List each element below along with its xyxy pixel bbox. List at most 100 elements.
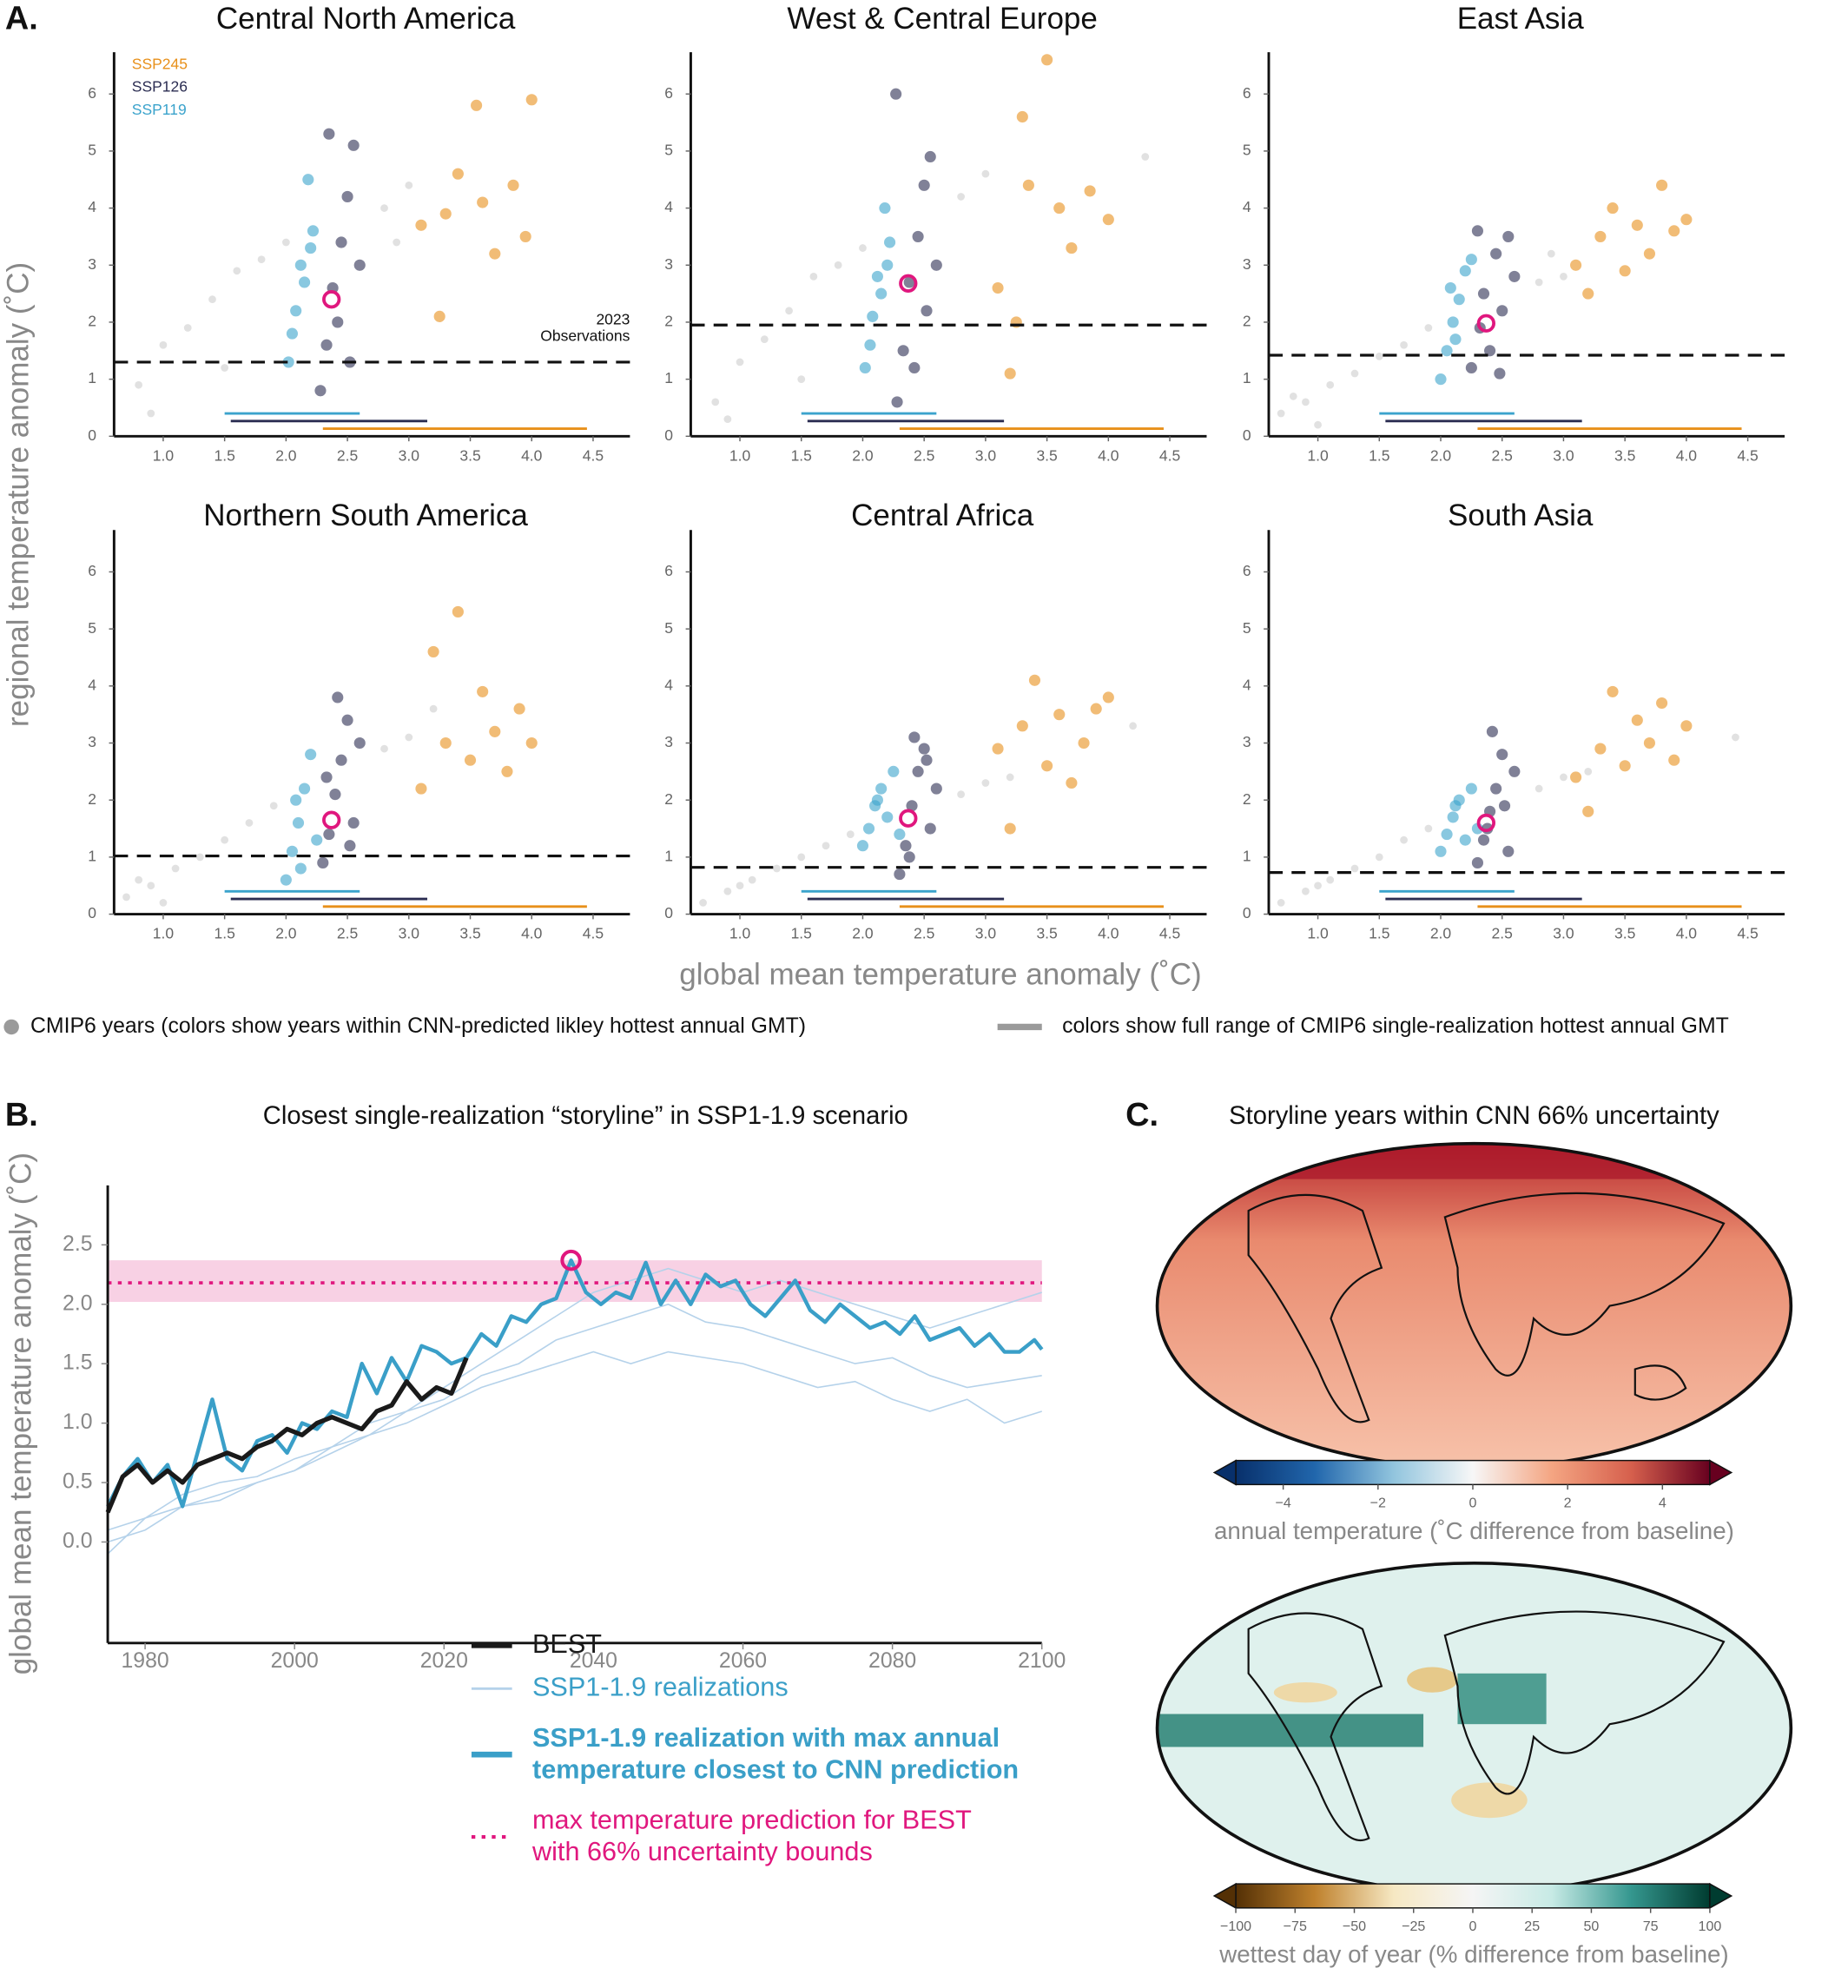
y-tick-label: 6 xyxy=(88,562,96,579)
point xyxy=(471,99,483,111)
colorbar-tick-label: 50 xyxy=(1584,1919,1600,1934)
background-point xyxy=(981,779,990,787)
y-tick-label: 1.5 xyxy=(63,1351,92,1375)
point xyxy=(1607,202,1619,215)
x-tick-label: 2040 xyxy=(570,1649,617,1673)
annotation: Observations xyxy=(540,327,630,344)
point xyxy=(1643,736,1656,750)
point xyxy=(525,736,538,750)
highlight-point xyxy=(899,809,918,828)
point xyxy=(1435,845,1447,857)
x-tick-label: 4.0 xyxy=(521,446,543,464)
series-line xyxy=(105,1357,469,1514)
x-tick-label: 1.0 xyxy=(153,925,175,942)
point xyxy=(452,605,464,618)
chart-title: Closest single-realization “storyline” i… xyxy=(263,1102,908,1130)
point xyxy=(1441,345,1453,357)
background-point xyxy=(380,204,388,212)
y-tick-label: 0 xyxy=(1243,904,1251,921)
x-tick-label: 4.0 xyxy=(1098,446,1119,464)
map-features xyxy=(1157,1610,1726,1842)
x-tick-label: 1.5 xyxy=(1369,925,1389,942)
background-point xyxy=(1302,398,1310,406)
y-tick-label: 2 xyxy=(664,790,673,808)
point xyxy=(864,339,876,351)
y-tick-label: 5 xyxy=(88,619,96,637)
background-point xyxy=(1400,340,1408,349)
x-tick-label: 3.5 xyxy=(459,446,480,464)
x-tick-label: 4.5 xyxy=(1159,925,1180,942)
point xyxy=(897,345,909,357)
point xyxy=(282,356,294,368)
point xyxy=(1631,714,1643,726)
map-dry xyxy=(1407,1667,1458,1693)
y-tick-label: 6 xyxy=(664,562,673,579)
colorbar-tick-label: 75 xyxy=(1643,1919,1659,1934)
x-tick-label: 1.5 xyxy=(791,925,812,942)
background-point xyxy=(171,864,180,873)
background-point xyxy=(159,899,168,907)
point xyxy=(1582,805,1594,817)
background-point xyxy=(269,802,278,810)
x-tick-label: 4.5 xyxy=(583,446,604,464)
panel-title: Central North America xyxy=(216,2,516,36)
point xyxy=(908,361,921,374)
point xyxy=(1631,219,1643,231)
background-point xyxy=(1314,882,1322,890)
point xyxy=(323,128,335,140)
point xyxy=(862,822,875,835)
background-point xyxy=(208,295,216,304)
point xyxy=(344,840,356,852)
point xyxy=(1465,361,1477,374)
point xyxy=(1477,834,1490,846)
x-tick-label: 3.0 xyxy=(399,446,420,464)
x-tick-label: 3.5 xyxy=(1036,446,1057,464)
point xyxy=(890,88,902,100)
point xyxy=(1668,754,1680,766)
point xyxy=(1444,281,1456,294)
y-tick-label: 6 xyxy=(88,84,96,102)
colorbar-tick-label: −50 xyxy=(1343,1919,1366,1934)
point xyxy=(1066,776,1078,789)
x-tick-label: 2060 xyxy=(719,1649,767,1673)
point xyxy=(859,361,871,374)
point xyxy=(323,829,335,841)
point xyxy=(1028,674,1041,686)
legend-symbol xyxy=(3,1019,19,1035)
point xyxy=(1594,230,1607,242)
point xyxy=(1053,202,1066,215)
point xyxy=(1508,270,1521,282)
x-tick-label: 3.0 xyxy=(1553,446,1574,464)
background-point xyxy=(957,193,965,201)
y-axis-label: regional temperature anomaly (˚C) xyxy=(2,262,36,727)
point xyxy=(1680,214,1693,226)
background-point xyxy=(1400,835,1408,844)
point xyxy=(305,749,317,761)
point xyxy=(280,874,292,886)
point xyxy=(286,845,299,857)
point xyxy=(906,800,918,812)
y-tick-label: 4 xyxy=(1243,676,1251,693)
x-tick-label: 4.5 xyxy=(1737,925,1758,942)
y-tick-label: 2 xyxy=(664,313,673,330)
x-tick-label: 2.5 xyxy=(914,925,934,942)
background-point xyxy=(846,830,855,838)
x-tick-label: 2.0 xyxy=(275,446,297,464)
background-point xyxy=(1560,773,1568,782)
y-tick-label: 2 xyxy=(1243,313,1251,330)
colorbar xyxy=(1235,1883,1711,1909)
x-tick-label: 2.0 xyxy=(1430,446,1452,464)
background-point xyxy=(195,853,204,862)
point xyxy=(415,219,427,231)
point xyxy=(1471,225,1484,237)
x-tick-label: 3.5 xyxy=(1614,446,1635,464)
y-tick-label: 3 xyxy=(1243,255,1251,273)
map-dry xyxy=(1273,1682,1337,1703)
legend-label: BEST xyxy=(532,1629,602,1659)
y-tick-label: 2 xyxy=(1243,790,1251,808)
background-point xyxy=(135,380,143,389)
map-dry xyxy=(1451,1782,1528,1819)
background-point xyxy=(699,899,707,907)
y-tick-label: 4 xyxy=(664,198,673,215)
